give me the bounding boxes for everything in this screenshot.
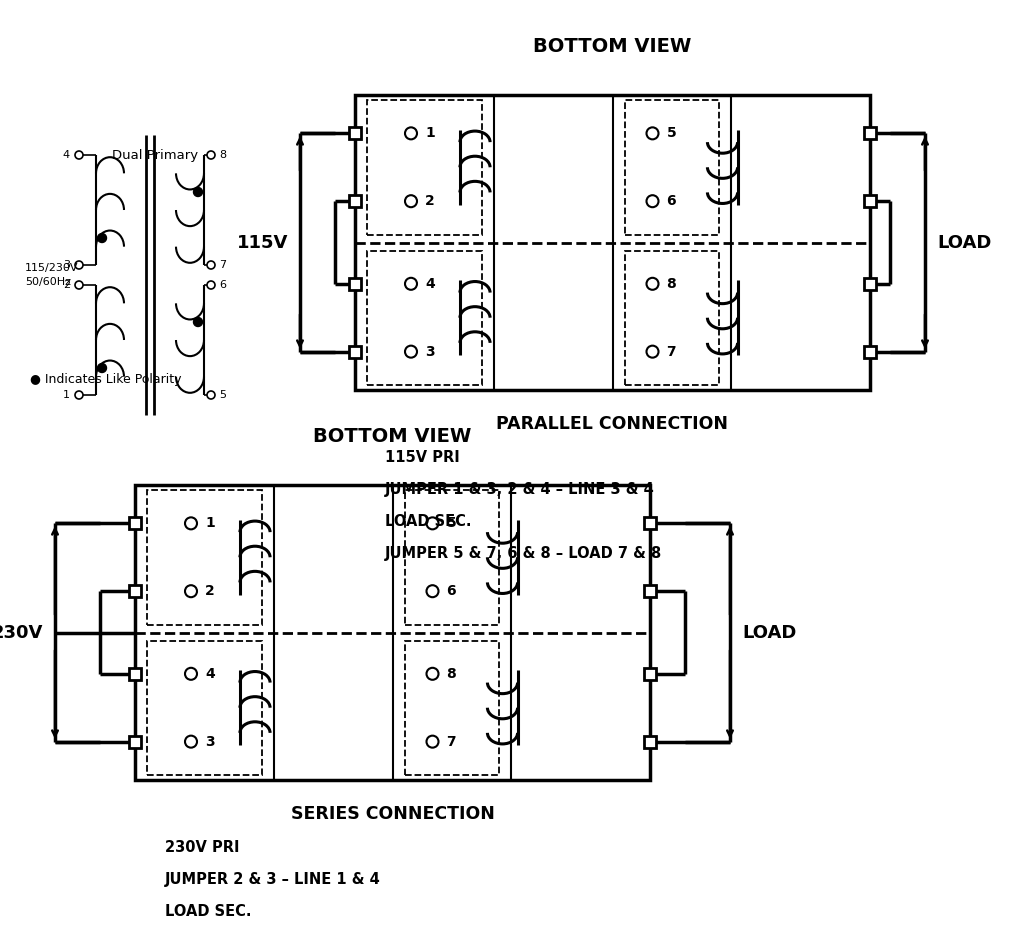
Text: LOAD: LOAD — [937, 234, 991, 252]
Text: 115/230V
50/60Hz: 115/230V 50/60Hz — [25, 263, 79, 287]
Bar — [644, 517, 656, 529]
Text: LOAD SEC.: LOAD SEC. — [385, 514, 472, 529]
Bar — [129, 736, 141, 748]
Bar — [405, 640, 499, 775]
Bar — [135, 485, 650, 780]
Text: 5: 5 — [219, 390, 226, 400]
Bar — [624, 251, 719, 385]
Bar — [129, 517, 141, 529]
Bar — [348, 346, 361, 358]
Text: 115V: 115V — [237, 234, 288, 252]
Text: SERIES CONNECTION: SERIES CONNECTION — [290, 805, 494, 823]
Bar — [348, 195, 361, 208]
Bar — [864, 195, 876, 208]
Bar — [129, 668, 141, 680]
Circle shape — [97, 234, 107, 242]
Text: 2: 2 — [425, 194, 435, 209]
Bar — [147, 490, 262, 625]
Text: JUMPER 1 & 3, 2 & 4 – LINE 3 & 4: JUMPER 1 & 3, 2 & 4 – LINE 3 & 4 — [385, 482, 655, 497]
Text: 2: 2 — [205, 584, 215, 598]
Text: 1: 1 — [205, 516, 215, 530]
Bar — [644, 668, 656, 680]
Bar — [348, 278, 361, 290]
Text: 8: 8 — [447, 667, 456, 681]
Text: 7: 7 — [666, 345, 676, 359]
Circle shape — [194, 318, 203, 326]
Bar — [864, 346, 876, 358]
Text: 6: 6 — [219, 280, 226, 290]
Text: 8: 8 — [666, 277, 676, 291]
Bar — [129, 585, 141, 597]
Text: 230V: 230V — [0, 624, 43, 641]
Text: 6: 6 — [447, 584, 456, 598]
Circle shape — [194, 188, 203, 196]
Bar — [355, 95, 870, 390]
Text: JUMPER 5 & 7, 6 & 8 – LOAD 7 & 8: JUMPER 5 & 7, 6 & 8 – LOAD 7 & 8 — [385, 546, 662, 561]
Text: 2: 2 — [63, 280, 70, 290]
Text: 3: 3 — [205, 735, 214, 749]
Bar — [405, 490, 499, 625]
Text: 4: 4 — [205, 667, 215, 681]
Text: 230V PRI: 230V PRI — [165, 840, 240, 855]
Circle shape — [97, 364, 107, 372]
Bar — [624, 100, 719, 235]
Bar — [147, 640, 262, 775]
Text: PARALLEL CONNECTION: PARALLEL CONNECTION — [496, 415, 729, 433]
Bar — [644, 736, 656, 748]
Text: LOAD SEC.: LOAD SEC. — [165, 904, 251, 919]
Text: 5: 5 — [666, 126, 676, 140]
Text: ● Indicates Like Polarity: ● Indicates Like Polarity — [30, 373, 181, 386]
Text: 115V PRI: 115V PRI — [385, 450, 460, 465]
Text: 5: 5 — [447, 516, 456, 530]
Text: BOTTOM VIEW: BOTTOM VIEW — [533, 37, 692, 56]
Text: 3: 3 — [425, 345, 435, 359]
Text: 1: 1 — [425, 126, 435, 140]
Text: Dual Primary: Dual Primary — [112, 149, 198, 162]
Text: 4: 4 — [425, 277, 435, 291]
Text: 1: 1 — [63, 390, 70, 400]
Text: BOTTOM VIEW: BOTTOM VIEW — [314, 427, 472, 447]
Bar — [367, 100, 482, 235]
Text: 4: 4 — [63, 150, 70, 160]
Text: LOAD: LOAD — [742, 624, 796, 641]
Text: 7: 7 — [219, 260, 227, 270]
Text: JUMPER 2 & 3 – LINE 1 & 4: JUMPER 2 & 3 – LINE 1 & 4 — [165, 872, 380, 887]
Bar — [864, 127, 876, 139]
Bar — [348, 127, 361, 139]
Bar — [864, 278, 876, 290]
Text: 3: 3 — [63, 260, 70, 270]
Bar — [644, 585, 656, 597]
Text: 8: 8 — [219, 150, 227, 160]
Bar — [367, 251, 482, 385]
Text: 6: 6 — [666, 194, 676, 209]
Text: 7: 7 — [447, 735, 456, 749]
